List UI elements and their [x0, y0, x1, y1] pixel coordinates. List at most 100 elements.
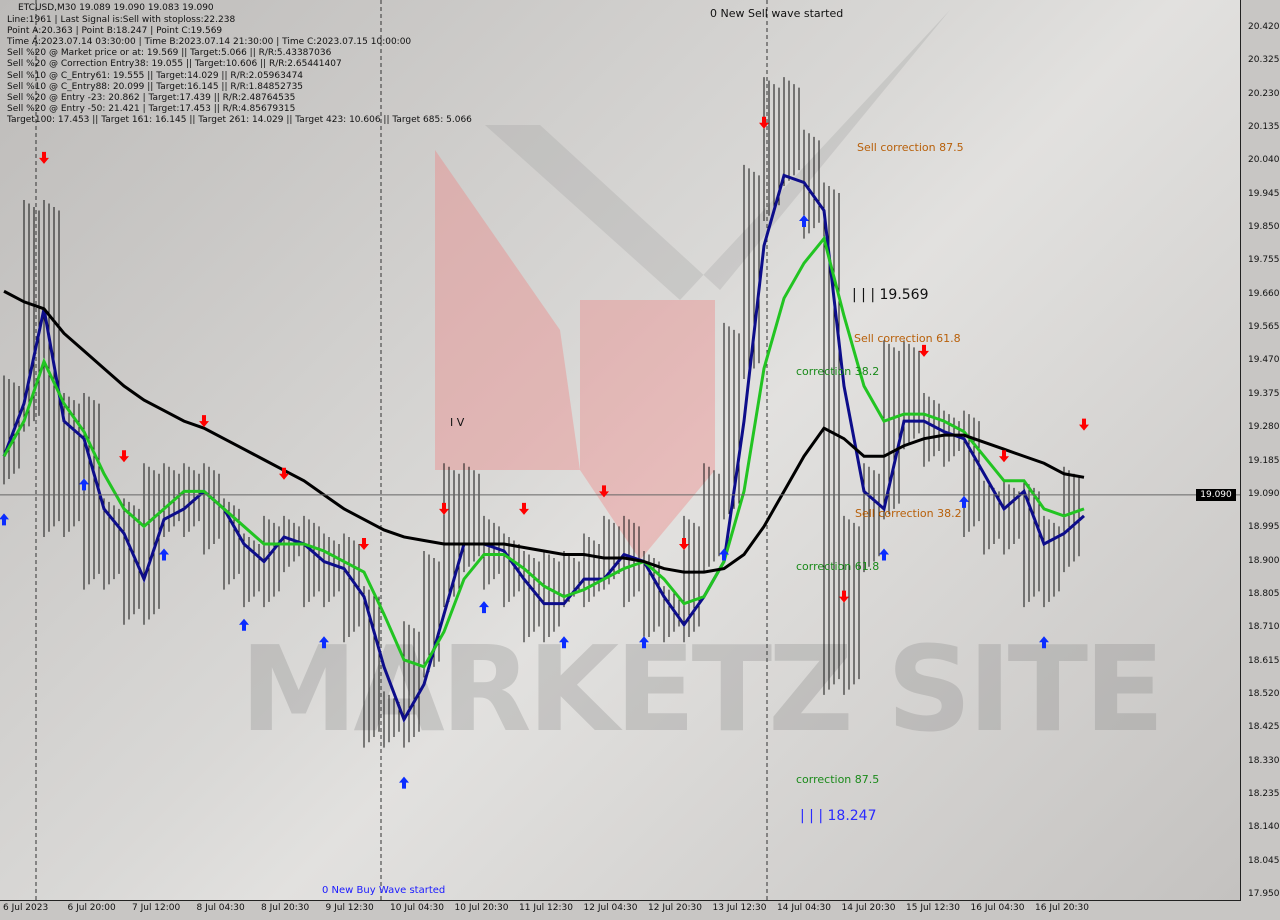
logo-shape [580, 300, 715, 560]
sell-arrow-icon [759, 116, 769, 129]
buy-arrow-icon [319, 636, 329, 649]
symbol-ohlc: ETCUSD,M30 19.089 19.090 19.083 19.090 [18, 3, 214, 13]
price-tick-label: 18.710 [1248, 622, 1280, 633]
sell-arrow-icon [39, 151, 49, 164]
price-tick-label: 18.235 [1248, 788, 1280, 799]
time-tick-label: 8 Jul 20:30 [261, 903, 310, 913]
signal-info-line: Sell %10 @ C_Entry61: 19.555 || Target:1… [7, 70, 304, 81]
price-tick-label: 19.185 [1248, 455, 1280, 466]
price-tick-label: 18.045 [1248, 855, 1280, 866]
time-tick-label: 8 Jul 04:30 [196, 903, 245, 913]
buy-arrow-icon [239, 618, 249, 631]
price-tick-label: 18.995 [1248, 522, 1280, 533]
price-tick-label: 19.565 [1248, 322, 1280, 333]
buy-arrow-icon [959, 495, 969, 508]
buy-arrow-icon [799, 215, 809, 228]
price-tick-label: 18.425 [1248, 722, 1280, 733]
price-tick-label: 19.850 [1248, 222, 1280, 233]
time-tick-label: 6 Jul 20:00 [67, 903, 116, 913]
fast-ma-line [2, 173, 1085, 724]
wave-iv-label: I V [450, 416, 465, 429]
price-tick-label: 18.140 [1248, 822, 1280, 833]
time-tick-label: 15 Jul 12:30 [906, 903, 960, 913]
price-tick-label: 19.660 [1248, 288, 1280, 299]
sell-correction-382: Sell correction 38.2 [855, 507, 962, 520]
price-chart [0, 0, 1240, 900]
price-tick-label: 18.805 [1248, 588, 1280, 599]
correction-382: correction 38.2 [796, 365, 880, 378]
time-tick-label: 12 Jul 20:30 [648, 903, 702, 913]
sell-arrow-icon [199, 415, 209, 428]
signal-info-line: Time A:2023.07.14 03:30:00 | Time B:2023… [7, 37, 412, 48]
sell-arrow-icon [519, 502, 529, 515]
price-tick-label: 19.945 [1248, 188, 1280, 199]
signal-info-line: Sell %20 @ Entry -50: 21.421 | Target:17… [7, 103, 296, 114]
buy-arrow-icon [1039, 636, 1049, 649]
buy-arrow-icon [399, 776, 409, 789]
price-tick-label: 18.900 [1248, 555, 1280, 566]
buy-arrow-icon [719, 548, 729, 561]
signal-info-line: Line:1961 | Last Signal is:Sell with sto… [7, 15, 236, 25]
price-tick-label: 20.420 [1248, 22, 1280, 32]
signal-info-line: Sell %20 @ Correction Entry38: 19.055 ||… [7, 59, 342, 70]
sell-arrow-icon [599, 485, 609, 498]
sell-arrow-icon [919, 344, 929, 357]
price-tick-label: 19.470 [1248, 355, 1280, 366]
time-tick-label: 7 Jul 12:00 [132, 903, 181, 913]
logo-shape [435, 150, 580, 470]
price-tick-label: 19.375 [1248, 388, 1280, 399]
time-tick-label: 16 Jul 04:30 [970, 903, 1025, 913]
time-tick-label: 6 Jul 2023 [3, 903, 49, 913]
sell-arrow-icon [279, 467, 289, 480]
sell-correction-875: Sell correction 87.5 [857, 141, 964, 154]
time-tick-label: 12 Jul 04:30 [583, 903, 638, 913]
buy-wave-label: 0 New Buy Wave started [322, 885, 446, 896]
chart-plot-area[interactable]: MARKETZ SITE ETCUSD,M30 19.089 19.090 19… [0, 0, 1241, 901]
point-b-label: | | | 18.247 [800, 808, 877, 824]
signal-info-line: Sell %20 @ Market price or at: 19.569 ||… [7, 48, 332, 59]
time-tick-label: 11 Jul 12:30 [519, 903, 573, 913]
signal-info-line: Sell %20 @ Entry -23: 20.862 | Target:17… [7, 92, 296, 103]
sell-arrow-icon [119, 450, 129, 463]
buy-arrow-icon [559, 636, 569, 649]
price-tick-label: 19.755 [1248, 255, 1280, 266]
time-tick-label: 9 Jul 12:30 [325, 903, 374, 913]
time-tick-label: 16 Jul 20:30 [1035, 903, 1089, 913]
price-tick-label: 20.040 [1248, 155, 1280, 166]
price-tick-label: 18.520 [1248, 688, 1280, 699]
sell-arrow-icon [999, 450, 1009, 463]
buy-arrow-icon [79, 478, 89, 491]
signal-info-line: Point A:20.363 | Point B:18.247 | Point … [7, 26, 223, 37]
price-tick-label: 20.230 [1248, 88, 1280, 99]
sell-arrow-icon [1079, 418, 1089, 431]
sell-arrow-icon [359, 537, 369, 550]
buy-arrow-icon [879, 548, 889, 561]
current-price-badge: 19.090 [1196, 489, 1236, 501]
sell-wave-label: 0 New Sell wave started [710, 7, 844, 20]
time-tick-label: 13 Jul 12:30 [712, 903, 767, 913]
correction-618: correction 61.8 [796, 560, 880, 573]
sell-correction-618: Sell correction 61.8 [854, 332, 961, 345]
mid-ma-line [2, 235, 1085, 669]
buy-arrow-icon [0, 513, 9, 526]
time-tick-label: 10 Jul 04:30 [390, 903, 444, 913]
sell-arrow-icon [839, 590, 849, 603]
signal-info-line: Sell %10 @ C_Entry88: 20.099 || Target:1… [7, 81, 304, 92]
buy-arrow-icon [479, 601, 489, 614]
price-tick-label: 17.950 [1248, 889, 1280, 899]
buy-arrow-icon [159, 548, 169, 561]
time-tick-label: 14 Jul 20:30 [841, 903, 896, 913]
sell-arrow-icon [679, 537, 689, 550]
price-tick-label: 19.280 [1248, 422, 1280, 433]
sell-arrow-icon [439, 502, 449, 515]
price-tick-label: 18.615 [1248, 655, 1280, 666]
price-tick-label: 18.330 [1248, 755, 1280, 766]
buy-arrow-icon [639, 636, 649, 649]
time-tick-label: 10 Jul 20:30 [454, 903, 509, 913]
slow-ma-line [3, 289, 1085, 574]
time-tick-label: 14 Jul 04:30 [777, 903, 831, 913]
point-c-label: | | | 19.569 [852, 287, 929, 303]
logo-shape [485, 10, 950, 300]
signal-info-line: Target100: 17.453 || Target 161: 16.145 … [7, 114, 472, 125]
price-tick-label: 20.325 [1248, 55, 1280, 66]
